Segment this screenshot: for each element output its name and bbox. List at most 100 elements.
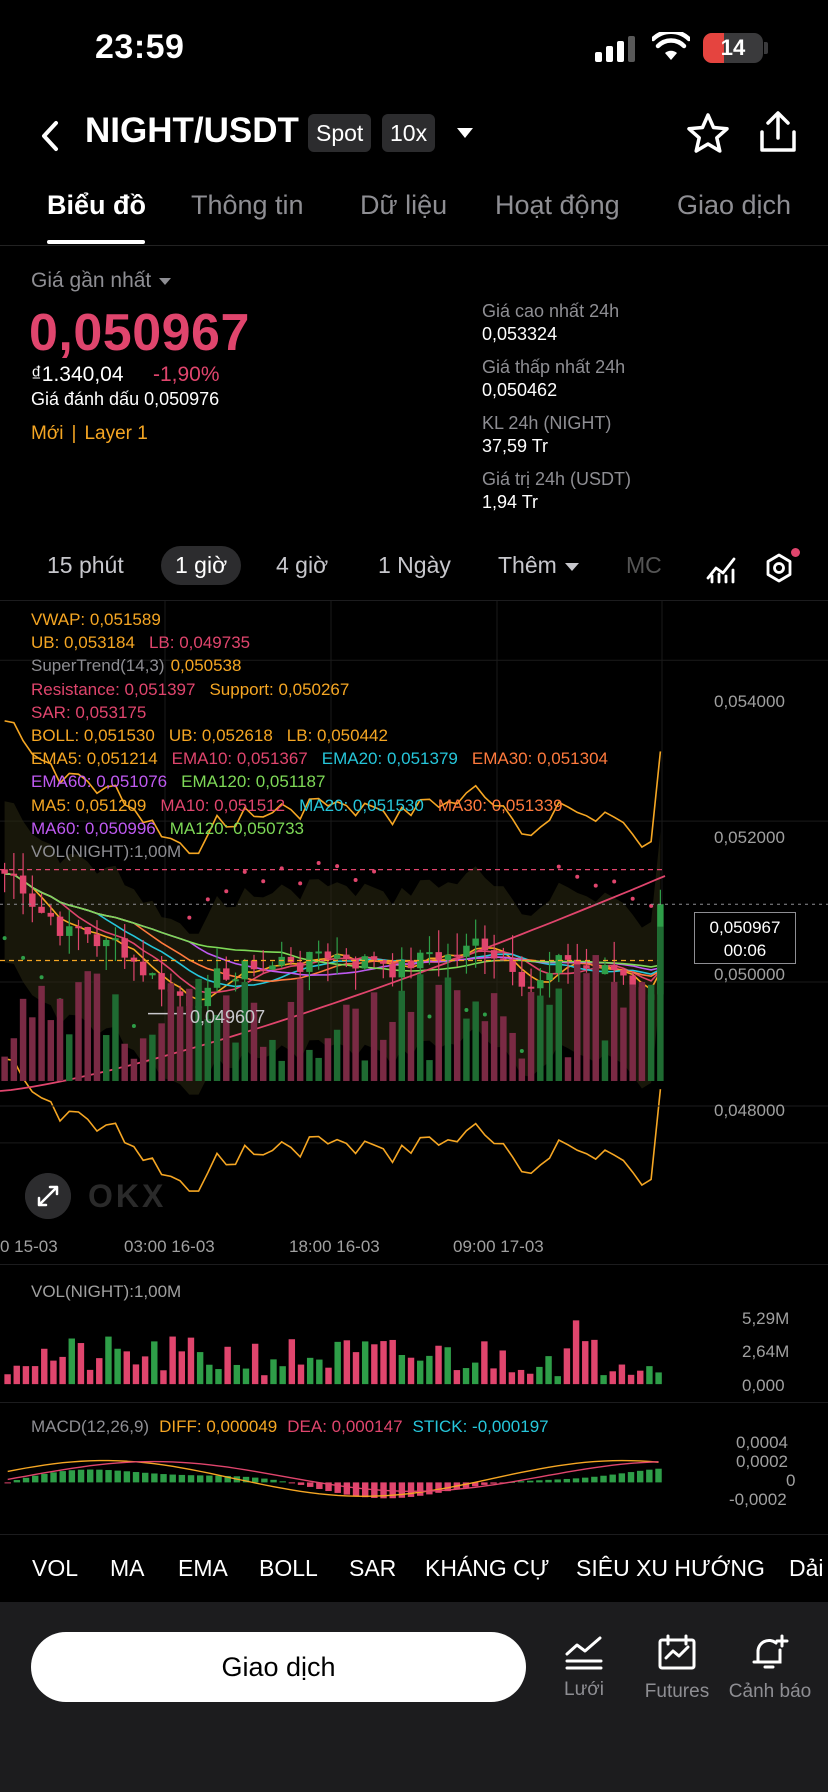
active-tab-indicator (47, 240, 145, 244)
sar-dot (242, 869, 247, 874)
candle-body (19, 875, 27, 894)
mark-price: Giá đánh dấu 0,050976 (31, 389, 220, 409)
volume-bar (123, 1351, 130, 1385)
favorite-star-icon[interactable] (686, 112, 730, 154)
indicator-tab-sar[interactable]: SAR (349, 1555, 397, 1581)
chart-settings-icon[interactable] (763, 552, 795, 584)
overlay-volume-bar (223, 995, 230, 1081)
volume-bar (334, 1341, 341, 1385)
overlay-volume-bar (112, 994, 119, 1081)
volume-bar (582, 1341, 589, 1385)
timeframe-15m[interactable]: 15 phút (47, 552, 124, 578)
tab-chart[interactable]: Biểu đồ (47, 190, 146, 220)
indicator-tab-boll[interactable]: BOLL (259, 1555, 318, 1581)
candle-body (1, 869, 8, 874)
macd-diff: DIFF: 0,000049 (159, 1417, 278, 1436)
macd-dea: DEA: 0,000147 (287, 1417, 403, 1436)
candle-body (93, 934, 101, 947)
back-icon[interactable] (40, 120, 60, 152)
candle-body (29, 893, 36, 907)
volume-bar (655, 1372, 662, 1385)
indicator-tab-vol[interactable]: VOL (32, 1555, 79, 1581)
grid-button[interactable]: Lưới (539, 1634, 629, 1701)
volume-bar (361, 1341, 369, 1385)
share-icon[interactable] (758, 110, 798, 154)
candle-body (10, 873, 18, 876)
fiat-price: ₫1.340,04 (31, 363, 124, 386)
tab-data[interactable]: Dữ liệu (360, 190, 448, 220)
pair-title[interactable]: NIGHT/USDT (85, 111, 299, 150)
timeframe-1h[interactable]: 1 giờ (161, 546, 242, 585)
volume-bar (68, 1338, 75, 1385)
alert-button[interactable]: Cảnh báo (725, 1634, 815, 1703)
indicator-chart-icon[interactable] (706, 554, 736, 584)
chevron-down-icon[interactable] (455, 126, 475, 140)
value-24h-value: 1,94 Tr (482, 492, 539, 512)
fullscreen-icon[interactable] (25, 1173, 71, 1219)
timeframe-mc[interactable]: MC (626, 552, 662, 578)
last-price-selector[interactable]: Giá gần nhất (31, 269, 172, 293)
overlay-volume-bar (241, 982, 248, 1081)
macd-histogram-bar (398, 1482, 406, 1498)
candle-body (158, 973, 165, 990)
candle-body (463, 945, 470, 957)
overlay-volume-bar (269, 1039, 276, 1081)
overlay-volume-bar (435, 984, 442, 1081)
macd-chart[interactable] (0, 1402, 828, 1534)
legend-boll: BOLL: 0,051530 (31, 726, 155, 746)
overlay-volume-bar (629, 984, 636, 1081)
tag-layer[interactable]: Layer 1 (84, 423, 148, 444)
candle-body (398, 960, 406, 978)
battery-icon: 14 (703, 33, 763, 63)
header: NIGHT/USDT Spot 10x (0, 100, 828, 170)
macd-histogram-bar (206, 1475, 213, 1483)
sar-dot (316, 860, 321, 865)
macd-histogram-bar (160, 1474, 167, 1483)
candle-body (306, 951, 313, 972)
volume-bar (435, 1345, 442, 1385)
legend-ema5: EMA5: 0,051214 (31, 749, 158, 769)
trade-button[interactable]: Giao dịch (31, 1632, 526, 1702)
candle-body (278, 956, 285, 966)
ema120-trend-line (0, 875, 666, 1092)
tab-activity[interactable]: Hoạt động (495, 190, 620, 220)
indicator-tab-ema[interactable]: EMA (178, 1555, 228, 1581)
volume-bar (50, 1360, 57, 1385)
indicator-tab-ma[interactable]: MA (110, 1555, 145, 1581)
indicator-tab-resistance[interactable]: KHÁNG CỰ (425, 1555, 550, 1581)
overlay-volume-bar (398, 990, 406, 1081)
candle-body (204, 987, 212, 1007)
macd-histogram-bar (581, 1477, 589, 1483)
tab-trade[interactable]: Giao dịch (677, 190, 792, 220)
volume-bar (499, 1350, 506, 1385)
macd-histogram-bar (306, 1482, 314, 1487)
price-axis-label: 0,052000 (714, 828, 785, 847)
volume-bar (297, 1364, 305, 1385)
macd-histogram-bar (187, 1475, 195, 1483)
volume-bar (453, 1370, 461, 1385)
legend-ema20: EMA20: 0,051379 (321, 749, 458, 769)
volume-bar (251, 1343, 259, 1385)
candle-body (601, 965, 609, 975)
overlay-volume-bar (417, 974, 424, 1081)
tab-info[interactable]: Thông tin (191, 190, 304, 220)
indicator-tab-supertrend[interactable]: SIÊU XU HƯỚNG (576, 1555, 765, 1581)
volume-24h-label: KL 24h (NIGHT) (482, 413, 612, 433)
timeframe-4h[interactable]: 4 giờ (276, 552, 329, 578)
futures-button[interactable]: Futures (632, 1634, 722, 1703)
timeframe-more[interactable]: Thêm (498, 552, 579, 579)
price-chart[interactable] (0, 601, 828, 1264)
sar-dot (21, 955, 26, 960)
overlay-volume-bar (29, 1017, 36, 1081)
timeframe-1d[interactable]: 1 Ngày (378, 552, 451, 578)
candle-body (287, 956, 295, 963)
legend-ema120: EMA120: 0,051187 (181, 772, 326, 792)
candle-body (47, 912, 55, 917)
tag-new[interactable]: Mới (31, 423, 64, 444)
macd-histogram-bar (444, 1482, 451, 1492)
indicator-tab-band[interactable]: Dải (789, 1555, 824, 1581)
volume-bar (444, 1347, 451, 1385)
indicator-tabs: VOL MA EMA BOLL SAR KHÁNG CỰ SIÊU XU HƯỚ… (0, 1534, 828, 1602)
sar-dot (335, 864, 340, 869)
volume-chart[interactable] (0, 1264, 828, 1402)
